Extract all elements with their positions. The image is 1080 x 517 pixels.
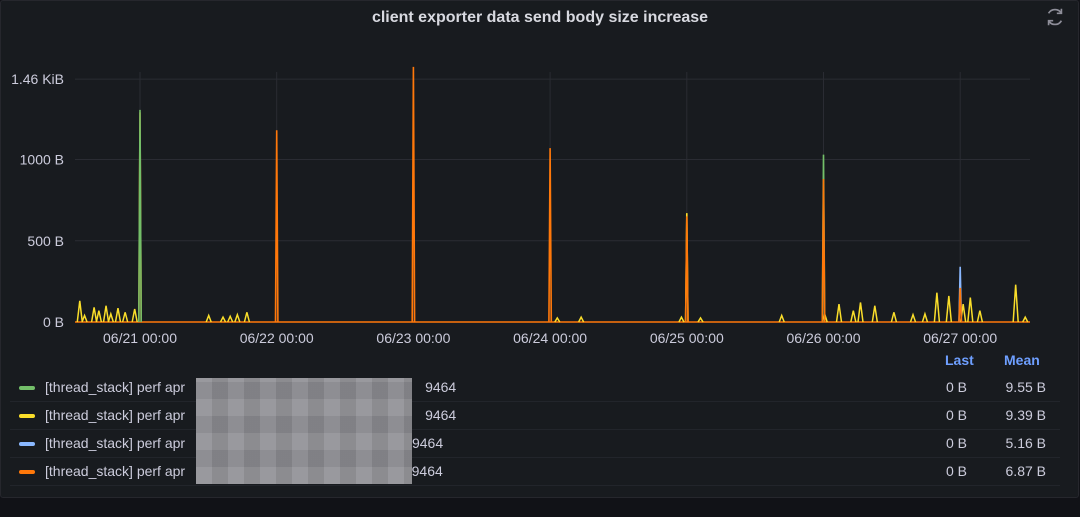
legend-last-value: 0 B (945, 379, 967, 395)
redacted-overlay (196, 378, 412, 484)
series-noise-point (678, 315, 685, 323)
series-noise-point (554, 316, 561, 323)
series-noise-point (967, 297, 974, 323)
series-noise-point (243, 312, 251, 323)
x-tick-label: 06/25 00:00 (650, 330, 724, 346)
legend-mean-value: 6.87 B (1005, 463, 1046, 479)
series-noise-point (90, 307, 98, 323)
x-tick-label: 06/22 00:00 (240, 330, 314, 346)
x-tick-label: 06/21 00:00 (103, 330, 177, 346)
series-noise-point (107, 311, 115, 323)
time-series-plot[interactable]: 06/21 00:00 06/22 00:00 06/23 00:00 06/24 0… (0, 0, 1080, 352)
legend-swatch (19, 470, 35, 474)
series-noise-point (1012, 284, 1019, 323)
series-noise-point (778, 313, 785, 323)
legend-series-name[interactable]: [thread_stack] perf apr):9464 (45, 463, 443, 479)
legend-mean-value: 9.55 B (1005, 379, 1046, 395)
series-noise-point (234, 312, 241, 323)
series-spike (138, 109, 142, 323)
series-noise-point (921, 311, 929, 323)
x-tick-label: 06/24 00:00 (513, 330, 587, 346)
series-noise-point (1022, 315, 1029, 323)
legend-series-name[interactable]: [thread_stack] perf apr 9464 (45, 379, 457, 395)
series-noise-point (205, 313, 212, 323)
series-noise-point (102, 305, 110, 323)
legend-swatch (19, 386, 35, 390)
series-noise-point (835, 304, 843, 323)
series-noise-point (219, 315, 227, 323)
legend-row[interactable]: [thread_stack] perf apr 9464 0 B 9.39 B (0, 402, 1060, 430)
series-noise-point (890, 312, 898, 323)
series-noise-point (76, 300, 84, 323)
series-spike (411, 66, 416, 323)
legend-last-value: 0 B (945, 463, 967, 479)
series-noise-point (945, 295, 953, 323)
series-noise-point (933, 292, 941, 323)
legend-swatch (19, 442, 35, 446)
x-tick-label: 06/26 00:00 (787, 330, 861, 346)
y-tick-label: 0 B (43, 314, 64, 330)
legend-mean-value: 9.39 B (1005, 407, 1046, 423)
legend-mean-value: 5.16 B (1005, 435, 1046, 451)
legend-last-value: 0 B (945, 435, 967, 451)
legend-series-name[interactable]: [thread_stack] perf apr 9464 (45, 407, 457, 423)
legend-series-name[interactable]: [thread_stack] perf apr:9464 (45, 435, 444, 451)
series-noise-point (697, 316, 704, 323)
series-spike (958, 287, 963, 323)
chart-panel (0, 0, 1079, 498)
legend-header-mean[interactable]: Mean (1004, 352, 1040, 368)
legend-last-value: 0 B (945, 407, 967, 423)
legend-row[interactable]: [thread_stack] perf apr 9464 0 B 9.55 B (0, 374, 1060, 402)
legend-divider (10, 485, 1060, 486)
series-noise-point (114, 308, 122, 323)
legend-divider (10, 401, 1060, 402)
x-tick-label: 06/23 00:00 (376, 330, 450, 346)
series-spike (684, 216, 689, 323)
series-noise-point (131, 308, 138, 323)
series-noise-point (121, 312, 129, 323)
series-noise-point (227, 314, 234, 323)
series-noise-point (871, 305, 879, 323)
series-noise-point (857, 302, 864, 323)
y-tick-label: 1.46 KiB (11, 71, 64, 87)
legend-row[interactable]: [thread_stack] perf apr):9464 0 B 6.87 B (0, 458, 1060, 486)
x-tick-label: 06/27 00:00 (923, 330, 997, 346)
series-noise-point (95, 310, 103, 323)
legend-swatch (19, 414, 35, 418)
panel-title[interactable]: client exporter data send body size incr… (371, 9, 709, 26)
series-noise-point (909, 312, 917, 323)
series-spike (548, 148, 553, 323)
legend-divider (10, 429, 1060, 430)
y-tick-label: 500 B (27, 233, 64, 249)
legend-row[interactable]: [thread_stack] perf apr:9464 0 B 5.16 B (0, 430, 1060, 458)
series-spike (821, 178, 826, 323)
series-noise-point (577, 315, 585, 323)
refresh-icon[interactable] (1044, 6, 1066, 28)
series-spike (274, 130, 279, 323)
legend-divider (10, 457, 1060, 458)
legend-header-last[interactable]: Last (945, 352, 974, 368)
series-noise-point (81, 313, 88, 323)
y-tick-label: 1000 B (20, 152, 64, 168)
series-noise-point (976, 310, 984, 323)
series-noise-point (850, 310, 857, 323)
